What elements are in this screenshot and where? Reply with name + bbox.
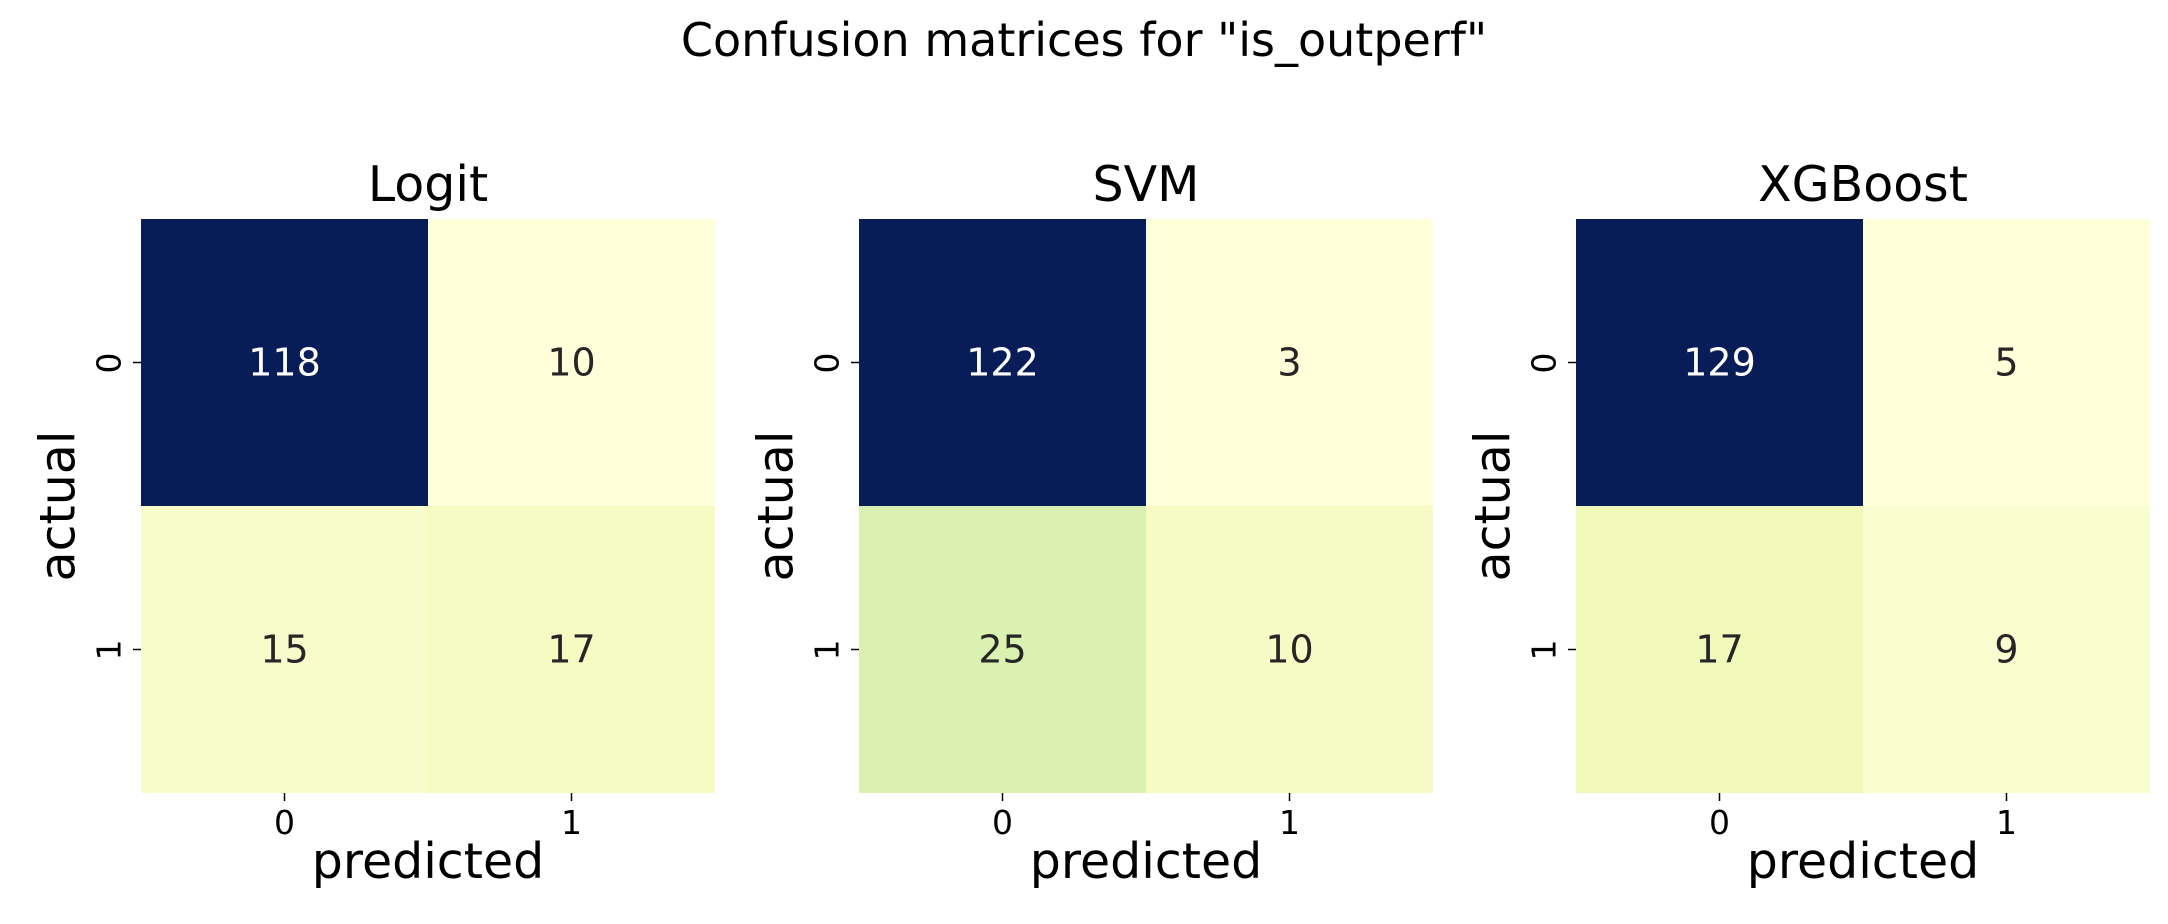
cell-value-label: 10 [1265,628,1313,672]
cell-value-label: 118 [248,341,321,385]
cell-value-label: 17 [1695,628,1743,672]
x-tick-label: 1 [1996,803,2017,842]
cell-value-label: 9 [1994,628,2018,672]
heatmap-cell [859,506,1146,793]
cell-value-label: 3 [1277,341,1301,385]
cell-value-label: 25 [978,628,1026,672]
heatmap-cell [1863,506,2150,793]
panel-title: Logit [367,156,489,213]
heatmap-cell [141,219,428,506]
heatmap-cell [859,219,1146,506]
panel-title: XGBoost [1758,156,1968,213]
x-tick-label: 1 [561,803,582,842]
cell-value-label: 122 [966,341,1039,385]
cell-value-label: 5 [1994,341,2018,385]
heatmap-panel-svm: SVM 122 3 25 10 0 1 0 1 predicted actual [0,0,1433,890]
x-tick-label: 1 [1279,803,1300,842]
panel-title: SVM [1092,156,1200,213]
cell-value-label: 17 [547,628,595,672]
cell-value-label: 129 [1683,341,1756,385]
heatmap-cell [428,506,715,793]
heatmap-cell [1576,219,1863,506]
cell-value-label: 10 [547,341,595,385]
x-tick-label: 0 [992,803,1013,842]
heatmap-cell [1146,219,1433,506]
heatmap-panel-logit: Logit 118 10 15 17 0 1 0 1 predicted actual [0,0,715,890]
cell-value-label: 15 [260,628,308,672]
y-axis-label: actual [1463,430,1521,582]
heatmap-cell [1576,506,1863,793]
heatmap-cell [428,219,715,506]
heatmap-cell [141,506,428,793]
y-tick-label: 1 [1523,638,1563,660]
y-tick-label: 0 [1523,351,1563,373]
figure-title: Confusion matrices for "is_outperf" [680,13,1488,67]
x-axis-label: predicted [1746,833,1980,890]
x-axis-label: predicted [311,833,545,890]
x-tick-label: 0 [274,803,295,842]
x-tick-label: 0 [1709,803,1730,842]
heatmap-panel-xgboost: XGBoost 129 5 17 9 0 1 0 1 predicted actual [0,0,2150,890]
heatmap-cell [1863,219,2150,506]
x-axis-label: predicted [1029,833,1263,890]
heatmap-cell [1146,506,1433,793]
